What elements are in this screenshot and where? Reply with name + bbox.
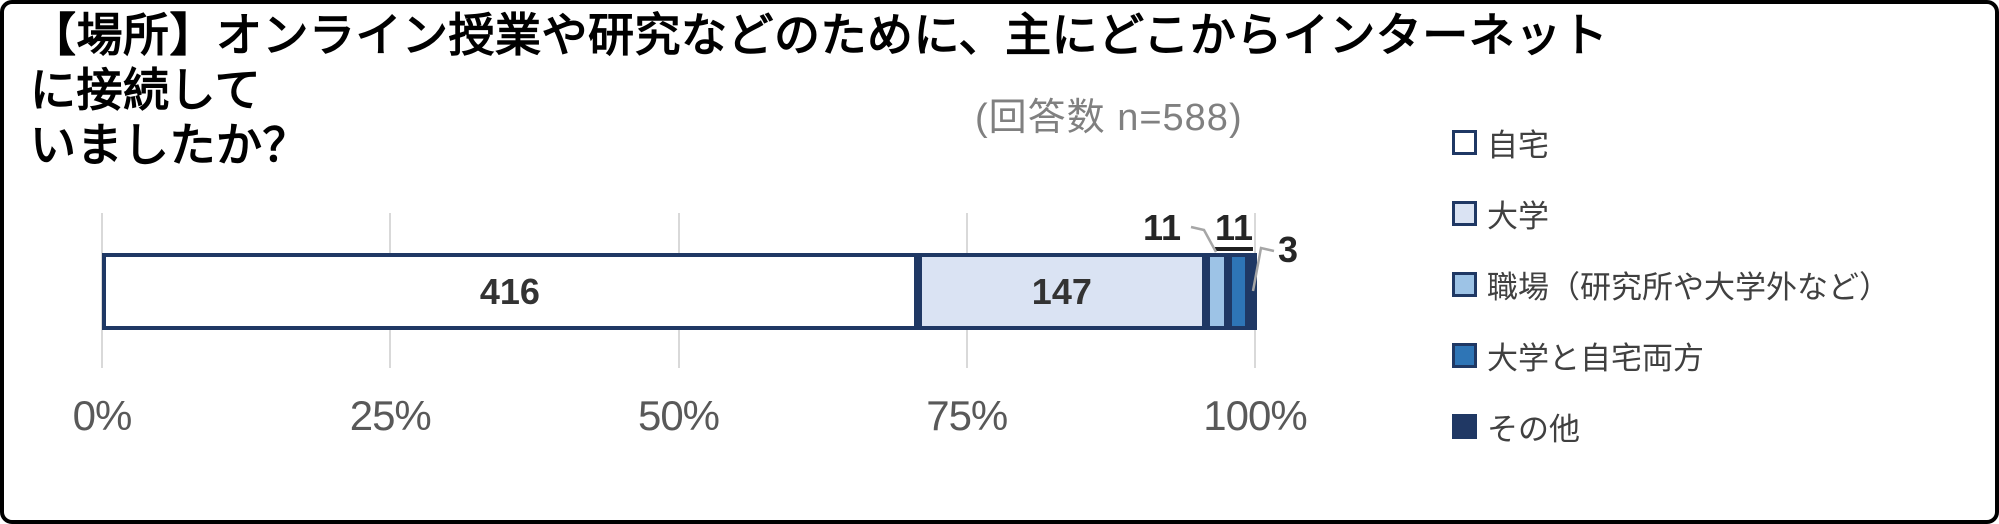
chart-title: 【場所】オンライン授業や研究などのために、主にどこからインターネットに接続してい…: [30, 8, 1620, 173]
legend-label-4: その他: [1487, 411, 1580, 447]
legend-item-4: その他: [1452, 405, 1992, 447]
leader-line-workplace: [1190, 225, 1218, 253]
bar-segment-3: [1227, 253, 1250, 330]
x-tick-label-100%: 100%: [1203, 392, 1307, 439]
bar-segment-1: 147: [917, 253, 1206, 330]
stacked-bar: 416 147: [102, 253, 1258, 330]
legend-item-2: 職場（研究所や大学外など）: [1452, 263, 1992, 305]
x-tick-label-75%: 75%: [926, 392, 1008, 439]
x-axis: 0% 25% 50% 75% 100%: [0, 392, 1999, 442]
legend-swatch-icon: [1452, 413, 1477, 439]
bar-segment-2: [1205, 253, 1228, 330]
legend-label-3: 大学と自宅両方: [1487, 340, 1704, 376]
legend: 自宅大学職場（研究所や大学外など） 大学と自宅両方 その他: [1452, 121, 1992, 476]
legend-item-3: 大学と自宅両方: [1452, 334, 1992, 376]
x-tick-label-50%: 50%: [637, 392, 720, 439]
chart-subtitle-n-count: (回答数 n=588): [975, 97, 1243, 139]
legend-item-0: 自宅: [1452, 121, 1992, 163]
chart-title-line1: 【場所】オンライン授業や研究などのために、主にどこからインターネットに接続して: [30, 9, 1609, 116]
legend-label-1: 大学: [1487, 198, 1549, 234]
data-label-workplace: 11: [1142, 207, 1182, 248]
legend-swatch-icon: [1452, 271, 1477, 297]
data-label-inside-0: 416: [479, 270, 540, 312]
legend-swatch-icon: [1452, 342, 1477, 368]
legend-label-0: 自宅: [1487, 127, 1549, 163]
bar-segment-4: [1249, 253, 1258, 330]
x-tick-label-25%: 25%: [349, 392, 432, 439]
legend-item-1: 大学: [1452, 192, 1992, 234]
legend-swatch-icon: [1452, 129, 1477, 155]
legend-swatch-icon: [1452, 200, 1477, 226]
data-label-inside-1: 147: [1031, 270, 1092, 312]
bar-segment-0: 416: [102, 253, 918, 330]
data-label-other: 3: [1278, 229, 1299, 270]
legend-label-2: 職場（研究所や大学外など）: [1487, 269, 1890, 305]
data-label-univ-and-home: 11: [1214, 210, 1254, 251]
chart-title-line2: いましたか？: [30, 119, 309, 171]
x-tick-label-0%: 0%: [72, 392, 133, 439]
